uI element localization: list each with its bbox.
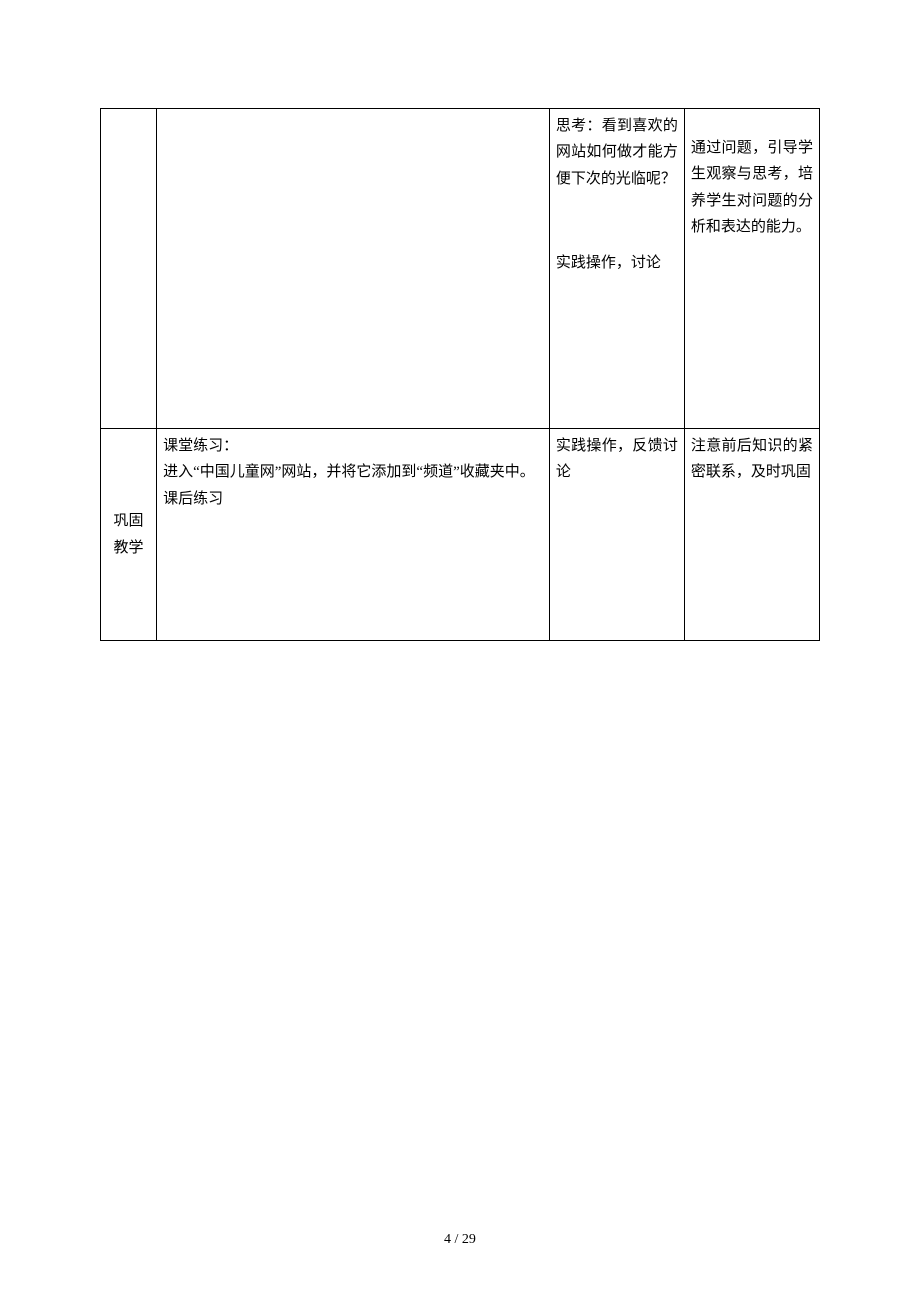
row1-col1-cell (101, 109, 157, 429)
row2-col4-cell: 注意前后知识的紧密联系，及时巩固 (684, 429, 819, 641)
row2-col2-line3: 课后练习 (163, 486, 543, 512)
row2-col2-line1: 课堂练习： (163, 433, 543, 459)
row1-col3-text-bottom: 实践操作，讨论 (556, 250, 678, 276)
top-pad (691, 113, 813, 135)
page-footer: 4 / 29 (0, 1232, 920, 1248)
row1-col3-text-top: 思考：看到喜欢的网站如何做才能方便下次的光临呢？ (556, 113, 678, 192)
row2-col2-line2: 进入“中国儿童网”网站，并将它添加到“频道”收藏夹中。 (163, 459, 543, 485)
row2-col3-text: 实践操作，反馈讨论 (556, 433, 678, 486)
row2-col2-cell: 课堂练习： 进入“中国儿童网”网站，并将它添加到“频道”收藏夹中。 课后练习 (157, 429, 550, 641)
row2-col1-inner: 巩固 教学 (107, 433, 150, 636)
row2-col1-line1: 巩固 (114, 508, 144, 534)
row1-col4-text: 通过问题，引导学生观察与思考，培养学生对问题的分析和表达的能力。 (691, 135, 813, 240)
page-container: 思考：看到喜欢的网站如何做才能方便下次的光临呢？ 实践操作，讨论 通过问题，引导… (0, 0, 920, 641)
row2-col1-line2: 教学 (114, 535, 144, 561)
table-row: 思考：看到喜欢的网站如何做才能方便下次的光临呢？ 实践操作，讨论 通过问题，引导… (101, 109, 820, 429)
row1-col2-cell (157, 109, 550, 429)
spacer (556, 192, 678, 250)
row2-col4-text: 注意前后知识的紧密联系，及时巩固 (691, 433, 813, 486)
table-row: 巩固 教学 课堂练习： 进入“中国儿童网”网站，并将它添加到“频道”收藏夹中。 … (101, 429, 820, 641)
row1-col3-cell: 思考：看到喜欢的网站如何做才能方便下次的光临呢？ 实践操作，讨论 (549, 109, 684, 429)
row1-col4-cell: 通过问题，引导学生观察与思考，培养学生对问题的分析和表达的能力。 (684, 109, 819, 429)
page-number: 4 / 29 (444, 1232, 476, 1247)
row2-col3-cell: 实践操作，反馈讨论 (549, 429, 684, 641)
lesson-plan-table: 思考：看到喜欢的网站如何做才能方便下次的光临呢？ 实践操作，讨论 通过问题，引导… (100, 108, 820, 641)
row2-col1-cell: 巩固 教学 (101, 429, 157, 641)
